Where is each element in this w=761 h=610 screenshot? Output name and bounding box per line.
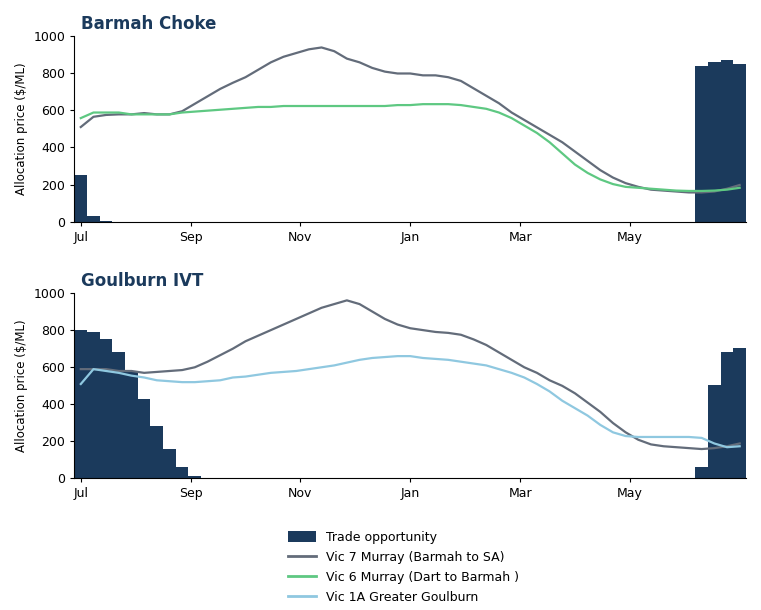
Bar	[113, 352, 125, 478]
Bar	[125, 371, 138, 478]
Bar	[87, 332, 100, 478]
Bar	[87, 216, 100, 222]
Bar	[696, 467, 708, 478]
Bar	[708, 62, 721, 222]
Legend: Trade opportunity, Vic 7 Murray (Barmah to SA), Vic 6 Murray (Dart to Barmah ), : Trade opportunity, Vic 7 Murray (Barmah …	[288, 531, 518, 604]
Bar	[708, 386, 721, 478]
Text: Barmah Choke: Barmah Choke	[81, 15, 217, 33]
Y-axis label: Allocation price ($/ML): Allocation price ($/ML)	[15, 319, 28, 452]
Bar	[75, 330, 87, 478]
Bar	[75, 175, 87, 222]
Bar	[721, 60, 734, 222]
Bar	[734, 64, 746, 222]
Y-axis label: Allocation price ($/ML): Allocation price ($/ML)	[15, 63, 28, 195]
Bar	[189, 476, 201, 478]
Text: Goulburn IVT: Goulburn IVT	[81, 271, 203, 290]
Bar	[176, 467, 189, 478]
Bar	[138, 398, 151, 478]
Bar	[100, 221, 113, 222]
Bar	[721, 352, 734, 478]
Bar	[100, 339, 113, 478]
Bar	[151, 426, 163, 478]
Bar	[163, 449, 176, 478]
Bar	[734, 348, 746, 478]
Bar	[696, 66, 708, 222]
